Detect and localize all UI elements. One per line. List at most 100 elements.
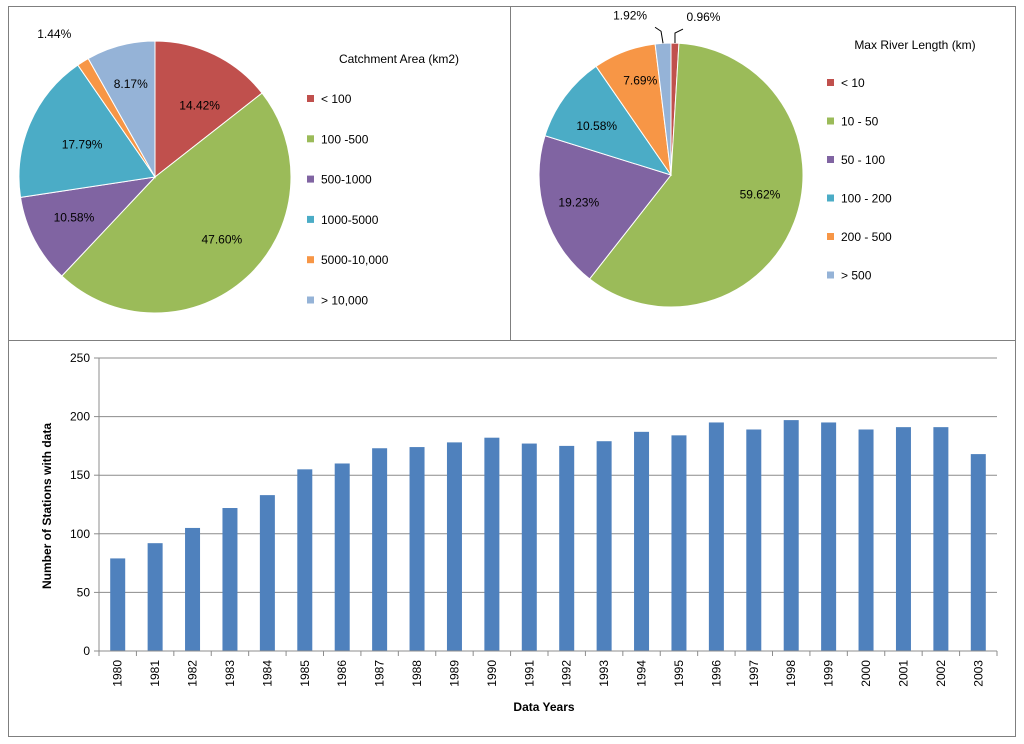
bar-1993 xyxy=(596,441,612,651)
max-river-length-pie-panel: 0.96% 59.62% 19.23% 10.58% 7.69% 1.92% Max Riv… xyxy=(510,6,1016,341)
pie-slice-500-1000 xyxy=(19,176,157,277)
x-tick-label-1996: 1996 xyxy=(709,660,723,687)
pie-slice-10-000 xyxy=(87,40,156,179)
pie-slice-label: 1.44% xyxy=(37,27,71,41)
bar-1999 xyxy=(821,422,837,651)
bar-1997 xyxy=(746,429,762,651)
bar-1998 xyxy=(783,420,799,651)
legend-entry-100: < 100 xyxy=(321,92,352,106)
y-tick-label: 50 xyxy=(77,585,91,599)
pie-slice-label: 10.58% xyxy=(576,119,617,133)
y-tick-label: 200 xyxy=(70,410,90,424)
bar-1992 xyxy=(559,445,575,651)
legend-entry-100-200: 100 - 200 xyxy=(841,192,892,206)
legend-entry-10-50: 10 - 50 xyxy=(841,115,879,129)
x-tick-label-2000: 2000 xyxy=(859,660,873,687)
catchment-area-pie-panel: 14.42% 47.60% 10.58% 17.79% 1.44% 8.17% Catchm… xyxy=(8,6,511,341)
legend-swatch-10-50 xyxy=(827,117,834,125)
catchment-area-pie-chart: 14.42% 47.60% 10.58% 17.79% 1.44% 8.17% Catchm… xyxy=(18,27,459,314)
x-tick-label-1988: 1988 xyxy=(410,660,424,687)
x-tick-label-1983: 1983 xyxy=(223,660,237,687)
x-tick-label-1986: 1986 xyxy=(335,660,349,687)
pie-slice-label: 14.42% xyxy=(179,98,220,112)
bar-1982 xyxy=(185,527,201,651)
y-tick-label: 250 xyxy=(70,351,90,365)
legend-entry-1000-5000: 1000-5000 xyxy=(321,213,379,227)
x-tick-label-1980: 1980 xyxy=(111,660,125,687)
x-tick-label-1992: 1992 xyxy=(560,660,574,687)
bar-1981 xyxy=(147,543,163,651)
y-tick-label: 100 xyxy=(70,527,90,541)
x-tick-label-1989: 1989 xyxy=(447,660,461,687)
legend-swatch-50-100 xyxy=(827,156,834,163)
pie-slice-1000-5000 xyxy=(18,64,156,199)
legend-entry-200-500: 200 - 500 xyxy=(841,230,892,244)
bar-1995 xyxy=(671,435,687,651)
pie-slice-label: 8.17% xyxy=(114,77,148,91)
legend-swatch-500-1000 xyxy=(307,175,314,183)
legend-swatch-100 xyxy=(307,95,314,102)
y-tick-label: 150 xyxy=(70,468,90,482)
x-axis-title: Data Years xyxy=(513,700,574,714)
x-tick-label-1995: 1995 xyxy=(672,660,686,687)
x-tick-label-1994: 1994 xyxy=(635,660,649,687)
bar-1983 xyxy=(222,508,238,651)
bar-1990 xyxy=(484,437,500,651)
bar-1996 xyxy=(708,422,724,651)
x-tick-label-2002: 2002 xyxy=(934,660,948,687)
pie-slice-label: 7.69% xyxy=(623,74,657,88)
legend-swatch-100-500 xyxy=(307,135,314,143)
legend-swatch-10-000 xyxy=(307,296,314,304)
bar-1985 xyxy=(297,469,313,651)
legend-swatch-1000-5000 xyxy=(307,215,314,223)
pie-slice-label: 1.92% xyxy=(613,8,647,22)
bar-2003 xyxy=(970,454,986,651)
x-tick-label-1985: 1985 xyxy=(298,660,312,687)
legend-swatch-500 xyxy=(827,271,834,279)
pie-leader-line xyxy=(654,26,664,44)
bar-1984 xyxy=(259,495,275,651)
legend-entry-10-000: > 10,000 xyxy=(321,294,368,308)
x-tick-label-1999: 1999 xyxy=(822,660,836,687)
legend-entry-50-100: 50 - 100 xyxy=(841,153,885,167)
bar-2000 xyxy=(858,429,874,651)
legend-entry-10: < 10 xyxy=(841,76,865,90)
y-axis-title: Number of Stations with data xyxy=(40,423,54,589)
bar-1987 xyxy=(372,448,388,651)
bar-2002 xyxy=(933,427,949,651)
x-tick-label-1998: 1998 xyxy=(784,660,798,687)
legend-swatch-200-500 xyxy=(827,233,834,240)
x-tick-label-1990: 1990 xyxy=(485,660,499,687)
pie-slice-50-100 xyxy=(538,135,672,280)
x-tick-label-1982: 1982 xyxy=(186,660,200,687)
stations-bar-chart-panel: 0 50 100 150 200 250 1980 1981 1982 1983 1984 1985 1… xyxy=(8,340,1016,737)
pie-slice-label: 10.58% xyxy=(54,210,95,224)
pie-slice-100-500 xyxy=(61,92,292,314)
x-tick-label-2003: 2003 xyxy=(971,660,985,687)
pie-slice-label: 17.79% xyxy=(62,138,103,152)
legend-title: Catchment Area (km2) xyxy=(339,52,459,66)
stations-bar-chart: 0 50 100 150 200 250 1980 1981 1982 1983 1984 1985 1… xyxy=(40,351,998,714)
pie-leader-line xyxy=(674,28,684,44)
bar-1980 xyxy=(110,558,126,651)
legend-title: Max River Length (km) xyxy=(854,38,975,52)
pie-slice-100-200 xyxy=(544,65,673,176)
legend-entry-500-1000: 500-1000 xyxy=(321,173,372,187)
bar-1994 xyxy=(634,431,650,651)
y-tick-label: 0 xyxy=(83,644,90,658)
legend-swatch-100-200 xyxy=(827,194,834,202)
bar-2001 xyxy=(895,427,911,651)
bar-1988 xyxy=(409,447,425,651)
x-tick-label-2001: 2001 xyxy=(896,660,910,687)
legend-entry-100-500: 100 -500 xyxy=(321,132,369,146)
bar-1986 xyxy=(334,463,350,651)
pie-slice-label: 19.23% xyxy=(558,195,599,209)
pie-slice-10-50 xyxy=(588,42,804,308)
bar-1989 xyxy=(446,442,462,651)
x-tick-label-1981: 1981 xyxy=(148,660,162,687)
x-tick-label-1984: 1984 xyxy=(260,660,274,687)
x-tick-label-1993: 1993 xyxy=(597,660,611,687)
x-tick-label-1997: 1997 xyxy=(747,660,761,687)
pie-slice-label: 59.62% xyxy=(740,187,781,201)
pie-slice-100 xyxy=(154,40,263,179)
